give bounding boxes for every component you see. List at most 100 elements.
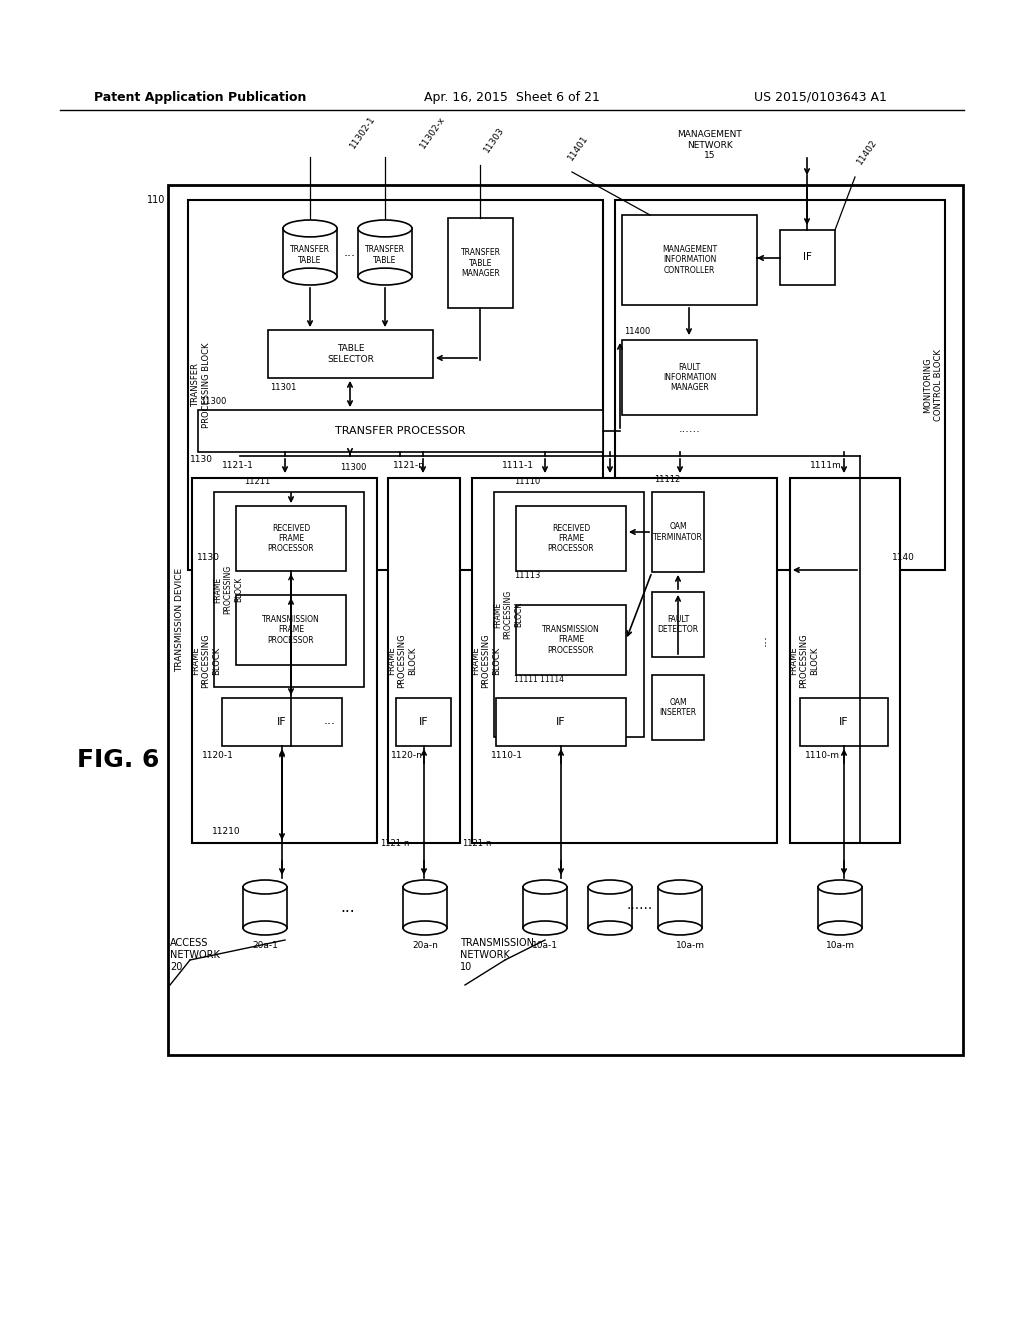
Bar bbox=[188, 201, 603, 570]
Text: 11303: 11303 bbox=[482, 125, 506, 154]
Bar bbox=[222, 698, 342, 746]
Bar bbox=[494, 492, 644, 737]
Ellipse shape bbox=[403, 921, 447, 935]
Text: IF: IF bbox=[419, 717, 428, 727]
Text: 11211: 11211 bbox=[244, 478, 270, 487]
Ellipse shape bbox=[658, 880, 702, 894]
Text: FRAME
PROCESSING
BLOCK: FRAME PROCESSING BLOCK bbox=[471, 634, 501, 688]
Text: 11113: 11113 bbox=[514, 572, 541, 581]
Text: OAM
TERMINATOR: OAM TERMINATOR bbox=[653, 523, 702, 541]
Bar bbox=[236, 506, 346, 572]
Bar bbox=[615, 201, 945, 570]
Text: 11110: 11110 bbox=[514, 478, 541, 487]
Text: TRANSFER PROCESSOR: TRANSFER PROCESSOR bbox=[335, 426, 466, 436]
Ellipse shape bbox=[243, 921, 287, 935]
Ellipse shape bbox=[283, 268, 337, 285]
Text: TRANSFER
TABLE: TRANSFER TABLE bbox=[365, 246, 406, 265]
Text: 10a-m: 10a-m bbox=[825, 940, 854, 949]
Ellipse shape bbox=[403, 880, 447, 894]
Bar bbox=[622, 341, 757, 414]
Text: RECEIVED
FRAME
PROCESSOR: RECEIVED FRAME PROCESSOR bbox=[548, 524, 594, 553]
Text: ...: ... bbox=[324, 714, 336, 726]
Ellipse shape bbox=[243, 880, 287, 894]
Ellipse shape bbox=[523, 880, 567, 894]
Text: OAM
INSERTER: OAM INSERTER bbox=[659, 698, 696, 717]
Text: 1121-n: 1121-n bbox=[393, 462, 425, 470]
Bar bbox=[800, 698, 888, 746]
Text: 10a-m: 10a-m bbox=[676, 940, 705, 949]
Text: 1121-n: 1121-n bbox=[380, 838, 410, 847]
Bar bbox=[622, 215, 757, 305]
Text: ...: ... bbox=[756, 634, 768, 645]
Text: TABLE
SELECTOR: TABLE SELECTOR bbox=[327, 345, 374, 364]
Bar bbox=[449, 218, 513, 308]
Text: 11401: 11401 bbox=[566, 133, 590, 162]
Text: FRAME
PROCESSING
BLOCK: FRAME PROCESSING BLOCK bbox=[790, 634, 819, 688]
Ellipse shape bbox=[658, 921, 702, 935]
Bar bbox=[496, 698, 626, 746]
Text: TRANSFER
TABLE: TRANSFER TABLE bbox=[290, 246, 330, 265]
Text: TRANSMISSION
FRAME
PROCESSOR: TRANSMISSION FRAME PROCESSOR bbox=[542, 626, 600, 655]
Ellipse shape bbox=[358, 220, 412, 236]
Text: ......: ...... bbox=[627, 898, 653, 912]
Bar bbox=[652, 591, 705, 657]
Text: MANAGEMENT
INFORMATION
CONTROLLER: MANAGEMENT INFORMATION CONTROLLER bbox=[662, 246, 717, 275]
Text: TRANSFER
PROCESSING BLOCK: TRANSFER PROCESSING BLOCK bbox=[191, 342, 211, 428]
Text: US 2015/0103643 A1: US 2015/0103643 A1 bbox=[754, 91, 887, 103]
Text: RECEIVED
FRAME
PROCESSOR: RECEIVED FRAME PROCESSOR bbox=[267, 524, 314, 553]
Bar bbox=[268, 330, 433, 378]
Text: 10a-1: 10a-1 bbox=[532, 940, 558, 949]
Bar bbox=[388, 478, 460, 843]
Text: FAULT
INFORMATION
MANAGER: FAULT INFORMATION MANAGER bbox=[663, 363, 716, 392]
Bar bbox=[780, 230, 835, 285]
Text: 1111-1: 1111-1 bbox=[502, 462, 534, 470]
Text: FRAME
PROCESSING
BLOCK: FRAME PROCESSING BLOCK bbox=[213, 565, 243, 614]
Text: ...: ... bbox=[341, 900, 355, 916]
Text: Patent Application Publication: Patent Application Publication bbox=[94, 91, 306, 103]
Ellipse shape bbox=[818, 880, 862, 894]
Text: IF: IF bbox=[278, 717, 287, 727]
Text: TRANSMISSION DEVICE: TRANSMISSION DEVICE bbox=[175, 568, 184, 672]
Ellipse shape bbox=[588, 921, 632, 935]
Ellipse shape bbox=[523, 921, 567, 935]
Text: 11402: 11402 bbox=[855, 137, 879, 166]
Text: 1120-1: 1120-1 bbox=[202, 751, 233, 760]
Text: FAULT
DETECTOR: FAULT DETECTOR bbox=[657, 615, 698, 634]
Text: IF: IF bbox=[556, 717, 566, 727]
Bar bbox=[516, 506, 626, 572]
Text: 20a-n: 20a-n bbox=[412, 940, 438, 949]
Text: 1110-1: 1110-1 bbox=[490, 751, 523, 760]
Text: 110: 110 bbox=[146, 195, 165, 205]
Bar bbox=[652, 492, 705, 572]
Text: 1120-n: 1120-n bbox=[391, 751, 423, 760]
Bar bbox=[214, 492, 364, 686]
Text: FRAME
PROCESSING
BLOCK: FRAME PROCESSING BLOCK bbox=[387, 634, 417, 688]
Ellipse shape bbox=[358, 268, 412, 285]
Text: FRAME
PROCESSING
BLOCK: FRAME PROCESSING BLOCK bbox=[494, 590, 523, 639]
Text: 11111 11114: 11111 11114 bbox=[514, 676, 564, 685]
Text: 1111m: 1111m bbox=[810, 462, 842, 470]
Text: Apr. 16, 2015  Sheet 6 of 21: Apr. 16, 2015 Sheet 6 of 21 bbox=[424, 91, 600, 103]
Ellipse shape bbox=[588, 880, 632, 894]
Text: 11301: 11301 bbox=[270, 384, 296, 392]
Text: 11302-x: 11302-x bbox=[418, 114, 446, 150]
Text: 1140: 1140 bbox=[892, 553, 915, 562]
Text: MONITORING
CONTROL BLOCK: MONITORING CONTROL BLOCK bbox=[924, 348, 943, 421]
Text: 11300: 11300 bbox=[200, 397, 226, 407]
Text: TRANSFER
TABLE
MANAGER: TRANSFER TABLE MANAGER bbox=[461, 248, 501, 279]
Text: TRANSMISSION
NETWORK
10: TRANSMISSION NETWORK 10 bbox=[460, 939, 534, 972]
Text: FRAME
PROCESSING
BLOCK: FRAME PROCESSING BLOCK bbox=[191, 634, 221, 688]
Bar bbox=[790, 478, 900, 843]
Text: MANAGEMENT
NETWORK
15: MANAGEMENT NETWORK 15 bbox=[678, 131, 742, 160]
Text: 1121-n: 1121-n bbox=[462, 838, 492, 847]
Text: IF: IF bbox=[840, 717, 849, 727]
Bar bbox=[472, 478, 777, 843]
Text: FIG. 6: FIG. 6 bbox=[77, 748, 159, 772]
Bar bbox=[198, 411, 603, 451]
Ellipse shape bbox=[818, 921, 862, 935]
Text: ACCESS
NETWORK
20: ACCESS NETWORK 20 bbox=[170, 939, 220, 972]
Text: 11400: 11400 bbox=[624, 327, 650, 337]
Bar bbox=[652, 675, 705, 741]
Text: 11210: 11210 bbox=[212, 826, 241, 836]
Text: 1110-m: 1110-m bbox=[805, 751, 840, 760]
